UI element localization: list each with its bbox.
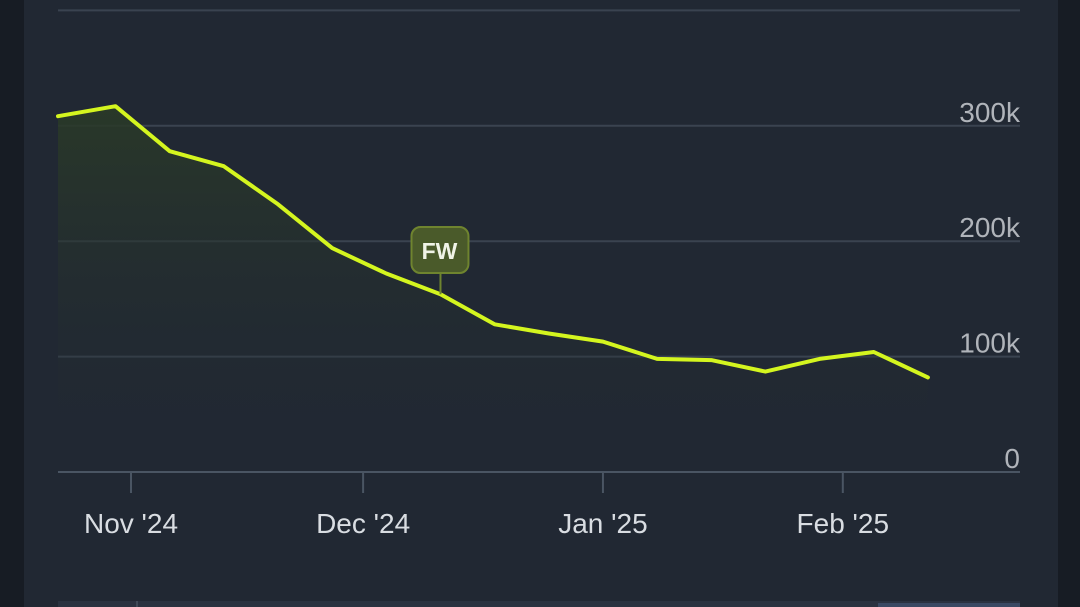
data-point[interactable] [708,357,714,363]
data-point[interactable] [762,369,768,375]
y-tick-label: 200k [959,212,1021,243]
right-edge [1058,0,1080,607]
data-point[interactable] [925,374,931,380]
y-tick-label: 0 [1004,443,1020,474]
range-selector-window[interactable] [878,603,1020,607]
x-tick-label: Feb '25 [797,508,890,539]
range-selector-tick [136,601,138,607]
series-line [56,104,930,380]
data-point[interactable] [221,163,227,169]
data-point[interactable] [817,356,823,362]
y-tick-label: 100k [959,328,1021,359]
data-point[interactable] [275,201,281,207]
annotation-label: FW [422,238,458,264]
data-point[interactable] [871,349,877,355]
data-point[interactable] [383,271,389,277]
y-tick-label: 300k [959,97,1021,128]
data-point[interactable] [55,113,61,119]
series-area [58,106,928,472]
data-point[interactable] [546,331,552,337]
event-annotation[interactable]: FW [410,226,470,295]
data-point[interactable] [600,339,606,345]
data-point[interactable] [492,321,498,327]
data-point[interactable] [113,103,119,109]
annotation-badge [410,226,470,274]
x-tick-label: Jan '25 [558,508,647,539]
data-point[interactable] [654,356,660,362]
x-tick-label: Dec '24 [316,508,410,539]
data-point[interactable] [329,245,335,251]
data-point[interactable] [167,148,173,154]
range-selector-track[interactable] [58,601,1020,607]
x-tick-label: Nov '24 [84,508,178,539]
